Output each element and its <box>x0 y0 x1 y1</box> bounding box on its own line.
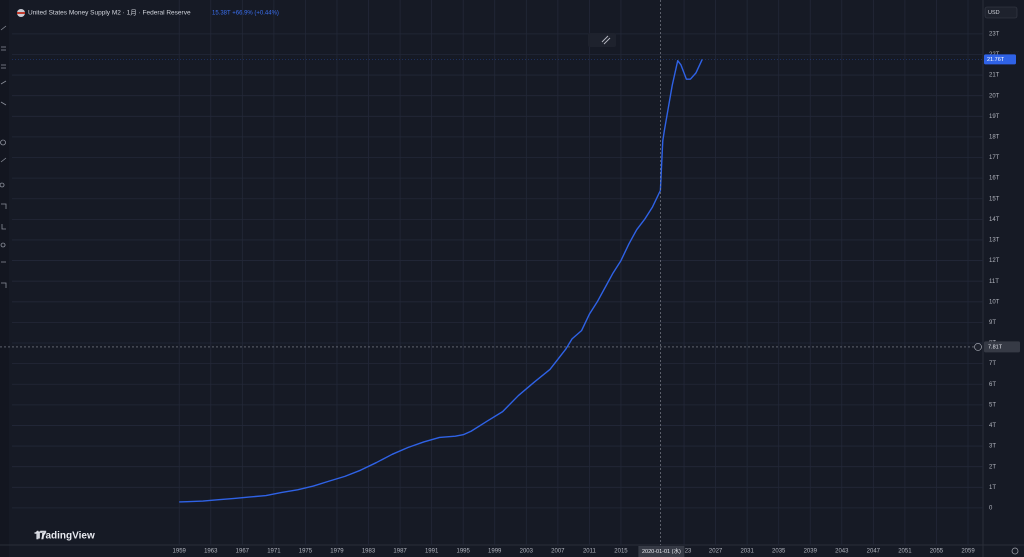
x-tick-label: 1991 <box>425 549 439 555</box>
x-tick-label: 2007 <box>551 549 565 555</box>
y-tick-label: 13T <box>989 238 1000 244</box>
axes: 01T2T3T4T5T6T7T8T9T10T11T12T13T14T15T16T… <box>173 31 1000 554</box>
x-tick-label: 23 <box>685 549 692 555</box>
currency-button[interactable] <box>984 6 1018 19</box>
y-tick-label: 14T <box>989 217 1000 223</box>
crosshair-plus-icon <box>974 343 982 351</box>
x-tick-label: 1987 <box>393 549 407 555</box>
x-tick-label: 2015 <box>614 549 628 555</box>
crosshair-x-box <box>638 546 685 557</box>
y-tick-label: 12T <box>989 258 1000 264</box>
grid <box>12 0 983 545</box>
x-tick-label: 1963 <box>204 549 218 555</box>
y-tick-label: 5T <box>989 402 996 408</box>
y-tick-label: 20T <box>989 93 1000 99</box>
toolbar-icons <box>0 25 7 288</box>
crosshair-x-label: 2020-01-01 (水) <box>642 547 681 555</box>
y-tick-label: 1T <box>989 485 996 491</box>
flag-stripe <box>17 12 25 14</box>
y-tick-label: 2T <box>989 464 996 470</box>
y-tick-label: 23T <box>989 31 1000 37</box>
y-tick-label: 17T <box>989 155 1000 161</box>
x-tick-label: 1975 <box>299 549 313 555</box>
plot <box>0 0 983 545</box>
y-tick-label: 16T <box>989 176 1000 182</box>
x-tick-label: 1999 <box>488 549 502 555</box>
x-tick-label: 1983 <box>362 549 376 555</box>
x-tick-label: 2027 <box>709 549 723 555</box>
x-tick-label: 2035 <box>772 549 786 555</box>
x-tick-label: 1967 <box>236 549 250 555</box>
y-tick-label: 4T <box>989 423 996 429</box>
y-tick-label: 18T <box>989 134 1000 140</box>
x-tick-label: 2051 <box>898 549 912 555</box>
y-tick-label: 7T <box>989 361 996 367</box>
y-tick-label: 15T <box>989 196 1000 202</box>
y-tick-label: 6T <box>989 382 996 388</box>
y-tick-label: 9T <box>989 320 996 326</box>
y-tick-label: 0 <box>989 505 993 511</box>
x-tick-label: 1995 <box>457 549 471 555</box>
drawing-toolbar[interactable] <box>588 33 616 47</box>
last-value-badge <box>984 54 1016 65</box>
pencil-icon[interactable] <box>601 35 611 45</box>
last-value-label: 21.76T <box>987 57 1005 63</box>
chart-title: United States Money Supply M2 · 1月 · Fed… <box>28 9 191 17</box>
x-tick-label: 1971 <box>267 549 281 555</box>
brand-mark: 𝟏𝟕 <box>34 530 47 542</box>
settings-icon[interactable] <box>1011 547 1019 555</box>
currency[interactable]: USD <box>988 10 1000 16</box>
x-tick-label: 2003 <box>520 549 534 555</box>
x-tick-label: 2047 <box>867 549 881 555</box>
x-tick-label: 2011 <box>583 549 597 555</box>
x-tick-label: 1959 <box>173 549 187 555</box>
y-tick-label: 10T <box>989 299 1000 305</box>
y-tick-label: 19T <box>989 114 1000 120</box>
crosshair-y-box <box>984 341 1020 353</box>
brand: TradingView <box>36 531 95 542</box>
x-tick-label: 2031 <box>740 549 754 555</box>
crosshair-y-label: 7.81T <box>988 344 1003 350</box>
y-tick-label: 11T <box>989 279 999 285</box>
x-tick-label: 2043 <box>835 549 849 555</box>
y-tick-label: 3T <box>989 444 996 450</box>
x-tick-label: 2059 <box>961 549 975 555</box>
x-tick-label: 1979 <box>330 549 344 555</box>
x-tick-label: 2055 <box>930 549 944 555</box>
x-tick-label: 2039 <box>804 549 818 555</box>
series-line <box>179 59 703 503</box>
left-toolbar <box>0 0 9 557</box>
chart-subtitle: 15.38T +66.9% (+0.44%) <box>212 11 279 17</box>
y-tick-label: 21T <box>989 73 1000 79</box>
